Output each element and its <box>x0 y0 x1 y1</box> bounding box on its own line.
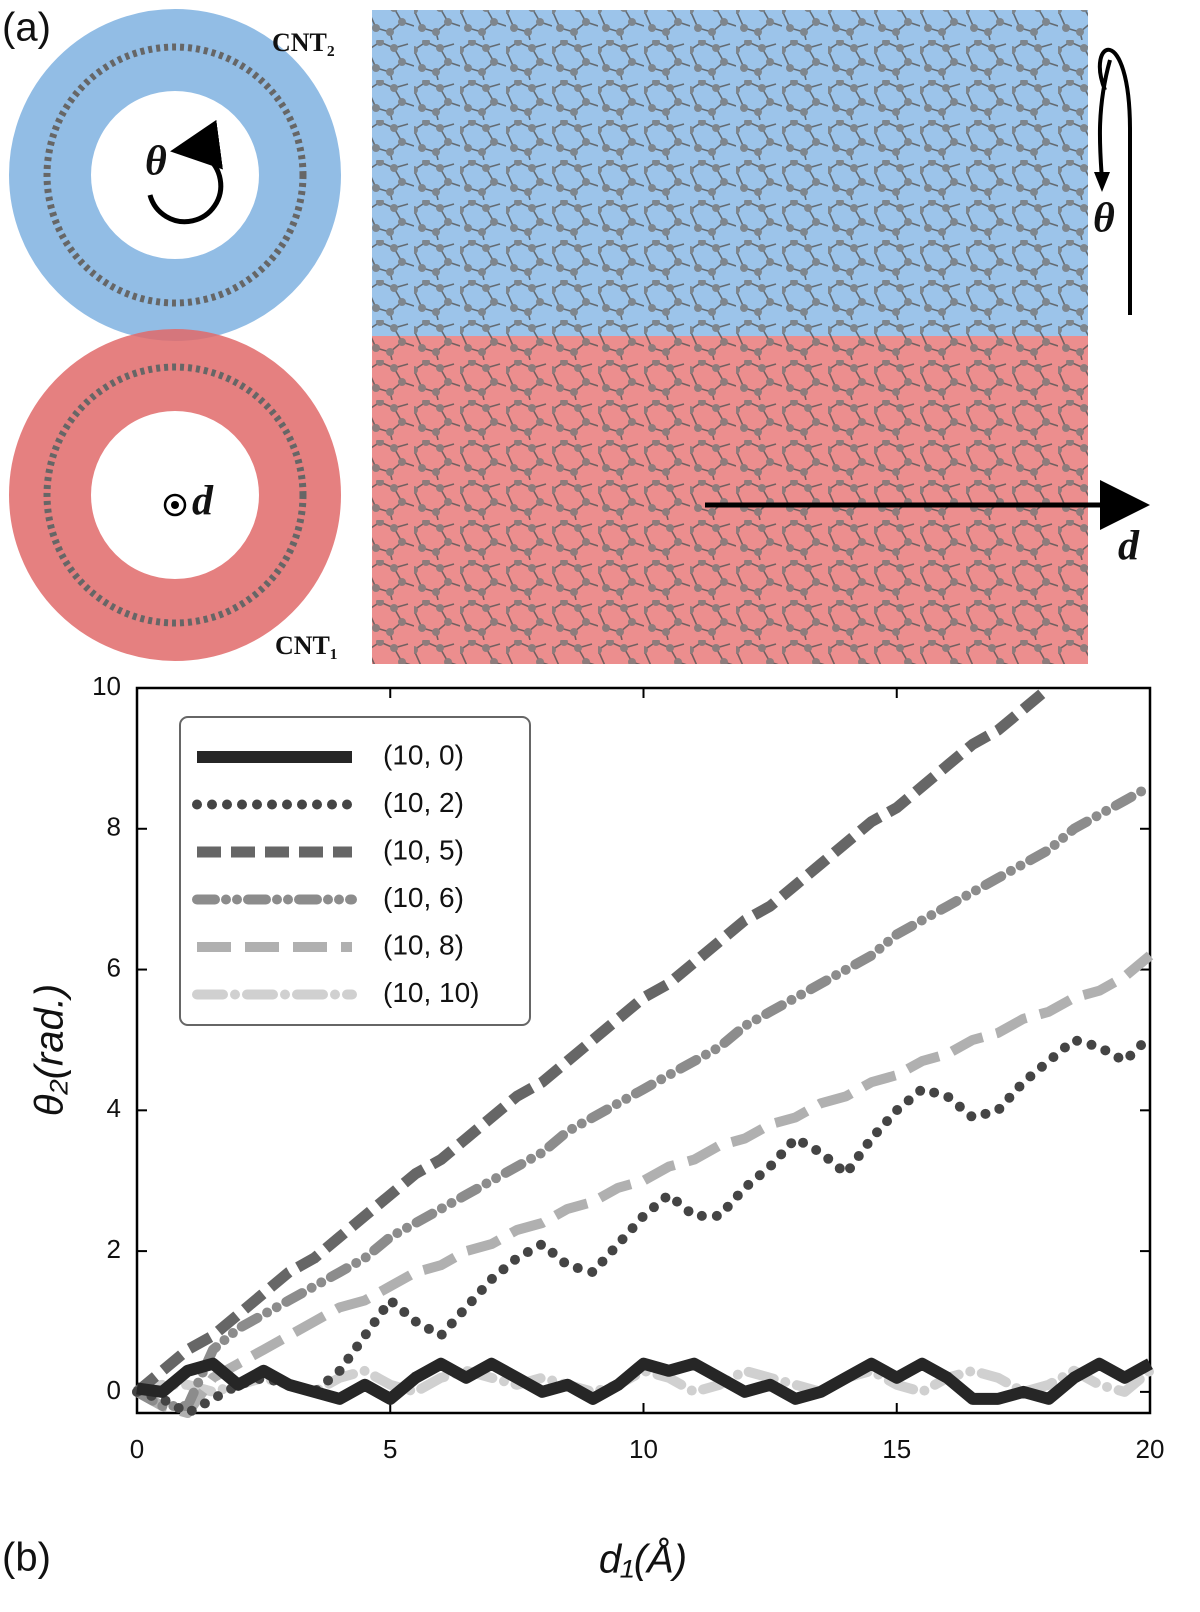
x-tick-label: 10 <box>629 1434 658 1464</box>
tube-label: CNT₁ <box>275 631 338 660</box>
y-tick-label: 10 <box>92 671 121 701</box>
legend-label: (10, 5) <box>383 834 464 865</box>
legend-label: (10, 8) <box>383 929 464 960</box>
y-tick-label: 0 <box>107 1375 121 1405</box>
tube-label: CNT₂ <box>272 28 335 57</box>
y-tick-label: 4 <box>107 1093 121 1123</box>
axis-symbol: d <box>1118 524 1140 570</box>
data-line <box>136 1357 1153 1405</box>
rotation-symbol: θ <box>145 139 167 185</box>
data-line <box>132 781 1155 1411</box>
legend-label: (10, 6) <box>383 882 464 913</box>
y-tick-label: 8 <box>107 812 121 842</box>
y-axis-label: θ₂(rad.) <box>28 984 72 1117</box>
panel-label: (a) <box>2 6 51 50</box>
x-tick-label: 15 <box>882 1434 911 1464</box>
y-tick-label: 6 <box>107 952 121 982</box>
data-line <box>133 683 1053 1397</box>
x-axis-label: d₁(Å) <box>599 1537 687 1582</box>
y-tick-label: 2 <box>107 1234 121 1264</box>
axis-symbol: d <box>192 479 214 525</box>
panel-label: (b) <box>2 1536 51 1580</box>
illustration: (a) CNT₂ CNT₁ θ d θ d <box>2 6 1150 664</box>
rotation-symbol: θ <box>1093 196 1115 242</box>
legend-label: (10, 0) <box>383 739 464 770</box>
x-tick-label: 20 <box>1136 1434 1165 1464</box>
x-tick-label: 5 <box>383 1434 397 1464</box>
data-line <box>134 951 1154 1418</box>
legend-label: (10, 2) <box>383 787 464 818</box>
x-tick-label: 0 <box>130 1434 144 1464</box>
legend-label: (10, 10) <box>383 977 480 1008</box>
